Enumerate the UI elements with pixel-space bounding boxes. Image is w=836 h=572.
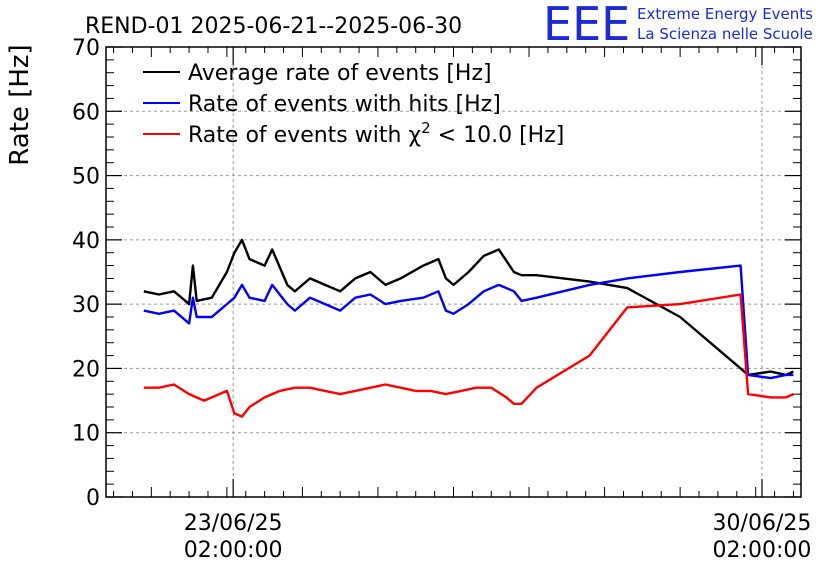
y-tick-label: 10 xyxy=(72,422,100,447)
axes: 01020304050607023/06/2502:00:0030/06/250… xyxy=(72,36,811,563)
x-tick-label-time: 02:00:00 xyxy=(184,538,283,563)
y-tick-label: 30 xyxy=(72,293,100,318)
series-line-1 xyxy=(143,238,794,377)
legend-label: Rate of events with hits [Hz] xyxy=(188,92,501,117)
series-line-3 xyxy=(143,293,794,418)
logo-mark: EEE xyxy=(543,0,630,51)
logo-line-1: Extreme Energy Events xyxy=(637,5,813,23)
series-line-2 xyxy=(143,264,794,380)
legend-label: Average rate of events [Hz] xyxy=(188,61,492,86)
x-tick-label-date: 30/06/25 xyxy=(713,511,812,536)
legend-label: Rate of events with χ2 < 10.0 [Hz] xyxy=(188,119,564,148)
x-tick-label-date: 23/06/25 xyxy=(184,511,283,536)
y-tick-label: 20 xyxy=(72,357,100,382)
y-tick-label: 60 xyxy=(72,100,100,125)
logo-line-2: La Scienza nelle Scuole xyxy=(637,25,813,43)
y-tick-label: 0 xyxy=(86,486,100,511)
y-axis-label: Rate [Hz] xyxy=(5,44,35,165)
chart-title: REND-01 2025-06-21--2025-06-30 xyxy=(85,14,462,39)
plot-frame xyxy=(105,46,802,498)
x-tick-label-time: 02:00:00 xyxy=(713,538,812,563)
eee-logo: EEE Extreme Energy Events La Scienza nel… xyxy=(543,0,813,51)
grid xyxy=(106,47,801,497)
y-tick-label: 50 xyxy=(72,165,100,190)
series-group xyxy=(143,238,794,418)
legend: Average rate of events [Hz] Rate of event… xyxy=(143,61,564,148)
y-tick-label: 70 xyxy=(72,36,100,61)
y-tick-label: 40 xyxy=(72,229,100,254)
